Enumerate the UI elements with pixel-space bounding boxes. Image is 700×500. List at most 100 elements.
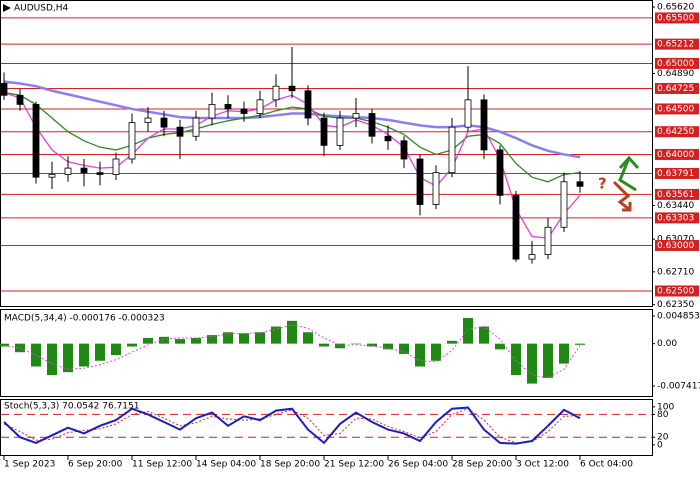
macd-bar	[335, 343, 345, 349]
level-label: 0.62500	[657, 286, 694, 296]
macd-bar	[527, 343, 537, 384]
candle-body	[496, 149, 504, 196]
candle-body	[528, 254, 536, 260]
candle-body	[336, 117, 344, 146]
level-label: 0.65500	[657, 13, 694, 23]
macd-signal	[3, 324, 581, 379]
candle-body	[576, 181, 584, 187]
macd-bar	[351, 343, 361, 345]
macd-bar	[47, 343, 57, 376]
candle-body	[352, 113, 360, 119]
level-label: 0.64725	[657, 84, 694, 94]
macd-bar	[159, 336, 169, 344]
macd-bar	[191, 337, 201, 344]
macd-bar	[463, 317, 473, 344]
candle-body	[384, 135, 392, 142]
x-tick-label: 26 Sep 04:00	[388, 460, 448, 470]
macd-bar	[127, 343, 137, 347]
macd-bar	[447, 340, 457, 344]
main-panel	[0, 0, 653, 307]
annotation: ?	[598, 175, 607, 193]
macd-bar	[287, 320, 297, 344]
level-label-bg	[655, 212, 699, 224]
macd-bar	[143, 337, 153, 344]
y-tick-label: 0.62350	[657, 300, 694, 310]
level-label: 0.64500	[657, 104, 694, 114]
x-tick-label: 6 Oct 04:00	[580, 460, 633, 470]
candle-body	[32, 103, 40, 178]
level-label: 0.64000	[657, 150, 694, 160]
candle-body	[304, 90, 312, 119]
candle-body	[192, 117, 200, 137]
macd-bar	[415, 343, 425, 367]
macd-bar	[303, 332, 313, 344]
moving-average	[3, 91, 581, 183]
candle-body	[464, 99, 472, 128]
candle-body	[272, 85, 280, 101]
macd-bar	[239, 333, 249, 344]
macd-bar	[399, 343, 409, 354]
candle-body	[288, 85, 296, 92]
candle-body	[112, 158, 120, 175]
macd-bar	[575, 343, 585, 345]
candle-body	[80, 167, 88, 174]
x-tick-label: 6 Sep 20:00	[68, 460, 123, 470]
level-label: 0.63303	[657, 213, 694, 223]
x-tick-label: 14 Sep 04:00	[196, 460, 256, 470]
macd-bar	[319, 343, 329, 347]
candle-body	[224, 103, 232, 110]
level-label-bg	[655, 126, 699, 138]
level-label-bg	[655, 103, 699, 115]
candle-body	[160, 117, 168, 128]
x-tick-label: 18 Sep 20:00	[260, 460, 320, 470]
level-label-bg	[655, 57, 699, 69]
macd-bar	[223, 332, 233, 344]
candle-body	[0, 83, 8, 96]
macd-bar	[111, 343, 121, 356]
macd-bar	[431, 343, 441, 361]
stoch-y-tick-label: 100	[657, 402, 674, 412]
y-tick-label: 0.64890	[657, 69, 694, 79]
level-label-bg	[655, 167, 699, 179]
x-tick-label: 11 Sep 12:00	[132, 460, 192, 470]
candle-body	[48, 174, 56, 178]
macd-y-tick-label: -0.007417	[657, 381, 700, 391]
candle-body	[480, 99, 488, 151]
level-label: 0.63791	[657, 169, 694, 179]
stoch-y-tick-label: 20	[657, 433, 669, 443]
macd-bar	[559, 343, 569, 364]
candle-body	[240, 108, 248, 114]
candle-body	[560, 181, 568, 228]
candle-body	[400, 140, 408, 160]
level-label-bg	[655, 188, 699, 200]
level-label-bg	[655, 38, 699, 50]
stoch-y-tick-label: 0	[657, 440, 663, 450]
stoch-signal	[3, 408, 581, 444]
level-label-bg	[655, 82, 699, 94]
level-label: 0.63561	[657, 190, 694, 200]
candle-body	[432, 172, 440, 205]
candle-body	[64, 167, 72, 175]
candle-body	[368, 113, 376, 137]
macd-bar	[207, 335, 217, 344]
macd-y-tick-label: 0.00	[657, 339, 677, 349]
level-label: 0.63000	[657, 241, 694, 251]
stoch-main	[3, 406, 581, 445]
down-arrow-head	[622, 202, 632, 212]
level-label-bg	[655, 285, 699, 297]
macd-bar	[63, 343, 73, 373]
candle-body	[544, 226, 552, 255]
level-label-bg	[655, 239, 699, 251]
candle-body	[144, 117, 152, 123]
stoch-title: Stoch(5,3,3) 70.0542 76.7151	[4, 402, 139, 412]
y-tick-label: 0.63070	[657, 235, 694, 245]
level-label: 0.65212	[657, 40, 694, 50]
macd-title: MACD(5,34,4) -0.000176 -0.000323	[4, 314, 165, 324]
y-tick-label: 0.62710	[657, 267, 694, 277]
candle-body	[448, 126, 456, 174]
macd-bar	[479, 326, 489, 344]
y-tick-label: 0.65620	[657, 3, 694, 13]
candle-body	[416, 158, 424, 205]
x-tick-label: 1 Sep 2023	[4, 460, 55, 470]
